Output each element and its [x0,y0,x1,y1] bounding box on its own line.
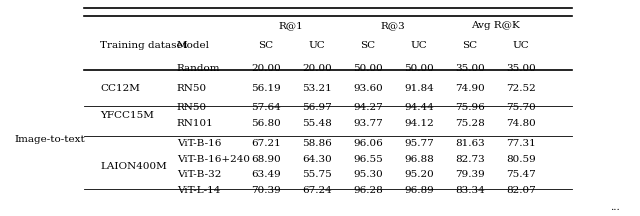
Text: Avg R@K: Avg R@K [471,21,520,30]
Text: CC12M: CC12M [100,84,140,93]
Text: UC: UC [410,41,427,50]
Text: 93.60: 93.60 [353,84,383,93]
Text: RN50: RN50 [177,103,207,113]
Text: 70.39: 70.39 [251,186,281,195]
Text: 58.86: 58.86 [302,139,332,148]
Text: 53.21: 53.21 [302,84,332,93]
Text: Training dataset: Training dataset [100,41,187,50]
Text: RN101: RN101 [177,119,213,128]
Text: 20.00: 20.00 [302,64,332,73]
Text: 95.20: 95.20 [404,170,434,179]
Text: 35.00: 35.00 [506,64,536,73]
Text: 95.30: 95.30 [353,170,383,179]
Text: YFCC15M: YFCC15M [100,111,154,120]
Text: 94.27: 94.27 [353,103,383,113]
Text: 50.00: 50.00 [404,64,434,73]
Text: 68.90: 68.90 [251,155,281,164]
Text: 56.80: 56.80 [251,119,281,128]
Text: 63.49: 63.49 [251,170,281,179]
Text: 67.21: 67.21 [251,139,281,148]
Text: ViT-B-32: ViT-B-32 [177,170,221,179]
Text: 56.19: 56.19 [251,84,281,93]
Text: UC: UC [513,41,529,50]
Text: 95.77: 95.77 [404,139,434,148]
Text: SC: SC [462,41,477,50]
Text: UC: UC [308,41,325,50]
Text: 96.88: 96.88 [404,155,434,164]
Text: 81.63: 81.63 [455,139,484,148]
Text: 91.84: 91.84 [404,84,434,93]
Text: 64.30: 64.30 [302,155,332,164]
Text: Model: Model [177,41,210,50]
Text: 93.77: 93.77 [353,119,383,128]
Text: 79.39: 79.39 [455,170,484,179]
Text: ViT-B-16: ViT-B-16 [177,139,221,148]
Text: 75.28: 75.28 [455,119,484,128]
Text: 67.24: 67.24 [302,186,332,195]
Text: 96.89: 96.89 [404,186,434,195]
Text: 77.31: 77.31 [506,139,536,148]
Text: 80.59: 80.59 [506,155,536,164]
Text: 94.44: 94.44 [404,103,434,113]
Text: 57.64: 57.64 [251,103,281,113]
Text: 75.96: 75.96 [455,103,484,113]
Text: 82.07: 82.07 [506,186,536,195]
Text: ...: ... [610,203,620,212]
Text: ViT-L-14: ViT-L-14 [177,186,220,195]
Text: R@3: R@3 [381,21,406,30]
Text: 75.70: 75.70 [506,103,536,113]
Text: 75.47: 75.47 [506,170,536,179]
Text: 96.06: 96.06 [353,139,383,148]
Text: 94.12: 94.12 [404,119,434,128]
Text: 96.28: 96.28 [353,186,383,195]
Text: 35.00: 35.00 [455,64,484,73]
Text: 82.73: 82.73 [455,155,484,164]
Text: ViT-B-16+240: ViT-B-16+240 [177,155,250,164]
Text: 72.52: 72.52 [506,84,536,93]
Text: 96.55: 96.55 [353,155,383,164]
Text: R@1: R@1 [279,21,304,30]
Text: 74.90: 74.90 [455,84,484,93]
Text: 83.34: 83.34 [455,186,484,195]
Text: Random: Random [177,64,220,73]
Text: 20.00: 20.00 [251,64,281,73]
Text: RN50: RN50 [177,84,207,93]
Text: 50.00: 50.00 [353,64,383,73]
Text: 74.80: 74.80 [506,119,536,128]
Text: 55.75: 55.75 [302,170,332,179]
Text: 56.97: 56.97 [302,103,332,113]
Text: SC: SC [360,41,375,50]
Text: SC: SC [259,41,273,50]
Text: LAION400M: LAION400M [100,162,167,172]
Text: Image-to-text: Image-to-text [14,135,85,144]
Text: 55.48: 55.48 [302,119,332,128]
